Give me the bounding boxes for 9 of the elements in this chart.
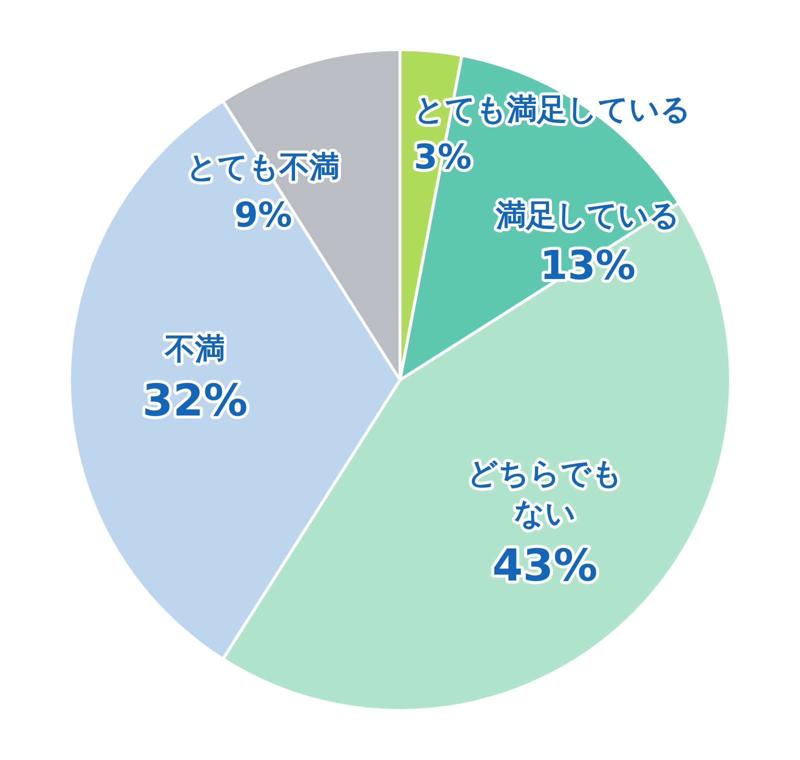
data-label: 13% <box>540 243 636 290</box>
slice-label: どちらでもない <box>467 456 622 532</box>
data-label: 3% <box>414 138 472 178</box>
data-label: 9% <box>234 195 292 236</box>
data-label: 32% <box>142 375 248 426</box>
data-label: 43% <box>492 540 598 592</box>
slice-label: 満足している <box>494 198 680 234</box>
slice-label: とても不満 <box>186 150 340 186</box>
slice-label: 不満 <box>164 332 226 367</box>
